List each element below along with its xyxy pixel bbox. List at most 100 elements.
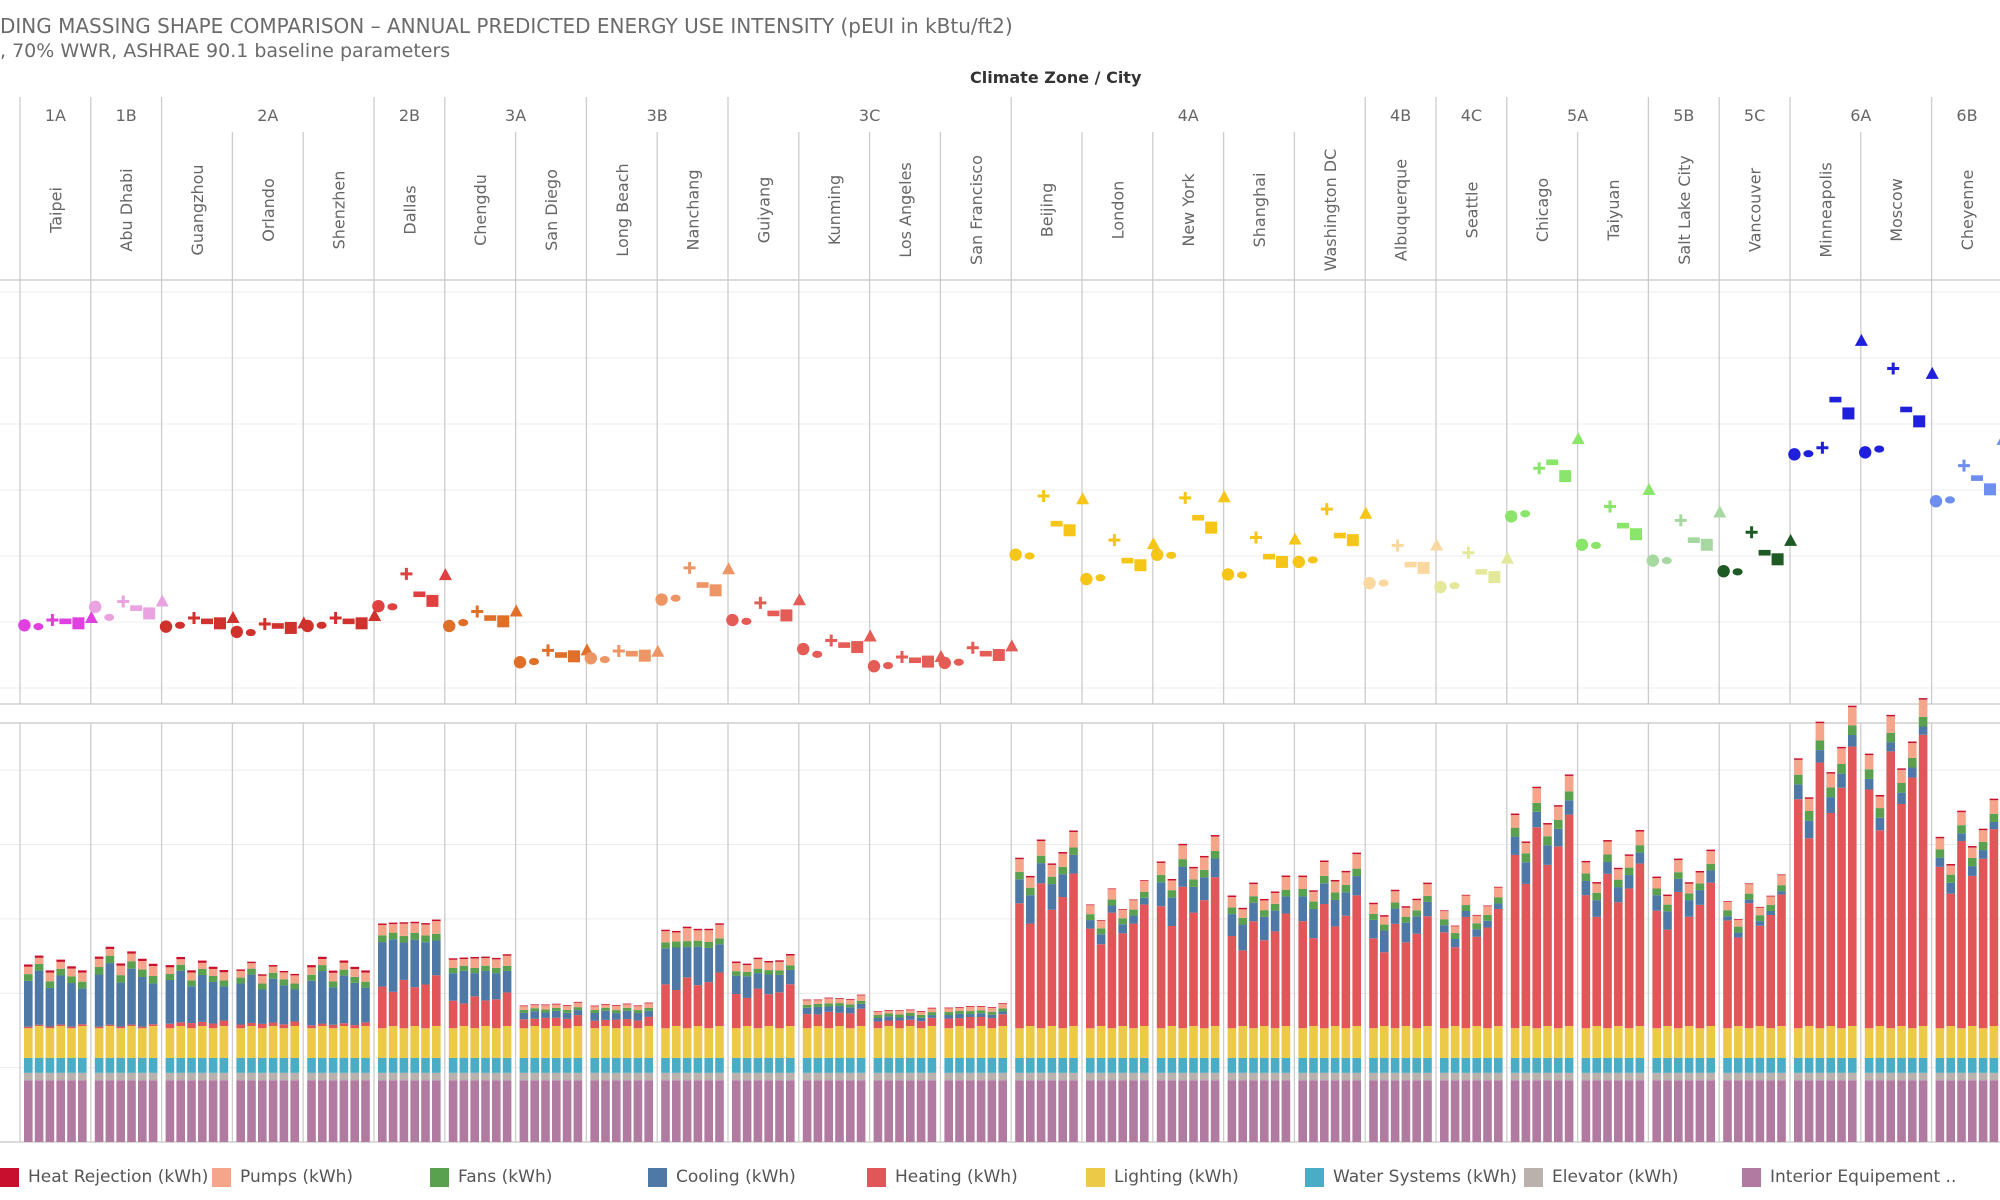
bar-segment <box>1684 883 1694 894</box>
bar-segment <box>884 1057 893 1073</box>
bar-segment <box>927 1017 937 1026</box>
bar-segment <box>1564 775 1574 792</box>
scatter-point <box>1771 553 1784 566</box>
scatter-point <box>1571 432 1585 445</box>
bar-segment <box>1978 1028 1988 1058</box>
bar-segment <box>1734 1072 1743 1081</box>
bar-segment <box>361 987 370 1023</box>
scatter-point <box>258 617 271 630</box>
bar-segment <box>998 1025 1007 1058</box>
bar-segment <box>219 1080 229 1142</box>
bar-segment <box>1603 854 1612 862</box>
bar-segment <box>1129 915 1138 924</box>
bar-segment <box>45 1080 55 1142</box>
bar-segment <box>208 966 218 969</box>
bar-segment <box>884 1025 893 1058</box>
bar-segment <box>1058 1072 1067 1081</box>
bar-segment <box>432 1080 441 1142</box>
bar-segment <box>644 1016 653 1026</box>
bar-segment <box>1684 1072 1694 1081</box>
bar-segment <box>1744 893 1754 900</box>
bar-segment <box>361 1025 370 1058</box>
bar-segment <box>1461 1072 1471 1081</box>
bar-segment <box>1189 912 1198 1026</box>
bar-segment <box>1483 906 1492 915</box>
bar-segment <box>884 1010 893 1011</box>
bar-segment <box>1804 798 1814 812</box>
bar-segment <box>1281 875 1291 878</box>
bar-segment <box>1886 751 1895 1029</box>
bar-segment <box>1260 910 1269 917</box>
scatter-point <box>909 657 921 664</box>
bar-segment <box>1543 824 1552 837</box>
scatter-point <box>59 618 72 625</box>
bar-segment <box>856 994 866 996</box>
bar-segment <box>388 1057 398 1073</box>
bar-segment <box>824 997 833 999</box>
bar-segment <box>1281 896 1291 914</box>
bar-segment <box>388 1072 398 1081</box>
bar-segment <box>1412 898 1421 901</box>
bar-segment <box>1510 827 1520 837</box>
bar-segment <box>1200 857 1209 870</box>
scatter-point <box>979 650 992 657</box>
bar-segment <box>786 1025 795 1058</box>
bar-segment <box>1794 1028 1803 1058</box>
bar-segment <box>1935 1080 1945 1142</box>
bar-segment <box>622 1007 632 1011</box>
bar-segment <box>661 1072 670 1081</box>
bar-segment <box>1706 1025 1715 1058</box>
bar-segment <box>693 1072 703 1081</box>
bar-segment <box>1210 1025 1220 1058</box>
bar-segment <box>1341 884 1351 893</box>
bar-segment <box>976 1013 986 1018</box>
bar-segment <box>1766 896 1775 906</box>
bar-segment <box>552 1017 561 1026</box>
bar-segment <box>1652 878 1661 889</box>
bar-segment <box>1935 836 1945 839</box>
bar-segment <box>1189 1080 1198 1142</box>
city-label: Taiyuan <box>1604 180 1623 242</box>
bar-segment <box>1380 1025 1389 1058</box>
bar-segment <box>1624 867 1634 876</box>
bar-segment <box>1200 877 1209 901</box>
scatter-point <box>1276 555 1288 568</box>
scatter-point <box>33 623 44 631</box>
bar-segment <box>1412 1028 1421 1058</box>
bar-segment <box>1635 863 1645 1026</box>
scatter-point <box>992 649 1005 661</box>
bar-segment <box>824 1057 833 1073</box>
bar-segment <box>1886 714 1895 717</box>
bar-segment <box>388 924 398 933</box>
bar-segment <box>481 1072 490 1081</box>
bar-segment <box>1341 870 1351 873</box>
bar-segment <box>1652 910 1661 1029</box>
bar-segment <box>541 1017 550 1029</box>
bar-segment <box>682 926 692 929</box>
bar-segment <box>116 1026 125 1029</box>
bar-segment <box>105 1024 115 1026</box>
bar-segment <box>148 965 158 976</box>
bar-segment <box>67 966 76 969</box>
bar-segment <box>350 1025 359 1029</box>
bar-segment <box>1412 933 1421 1029</box>
bar-segment <box>1227 1057 1237 1073</box>
bar-segment <box>1875 808 1885 818</box>
bar-segment <box>1684 1080 1694 1142</box>
bar-segment <box>127 1057 136 1073</box>
bar-segment <box>127 1025 136 1058</box>
bar-segment <box>1744 1057 1754 1073</box>
bar-segment <box>116 1028 125 1058</box>
bar-segment <box>633 1028 643 1058</box>
bar-segment <box>693 985 703 1026</box>
bar-segment <box>1129 1028 1138 1058</box>
bar-segment <box>1532 827 1541 1029</box>
bar-segment <box>1281 913 1291 1026</box>
bar-segment <box>541 1009 550 1013</box>
bar-segment <box>148 983 158 1025</box>
bar-segment <box>1897 768 1906 770</box>
bar-segment <box>1886 1057 1895 1073</box>
bar-segment <box>966 1014 975 1018</box>
bar-segment <box>1249 902 1258 922</box>
bar-segment <box>127 953 136 962</box>
